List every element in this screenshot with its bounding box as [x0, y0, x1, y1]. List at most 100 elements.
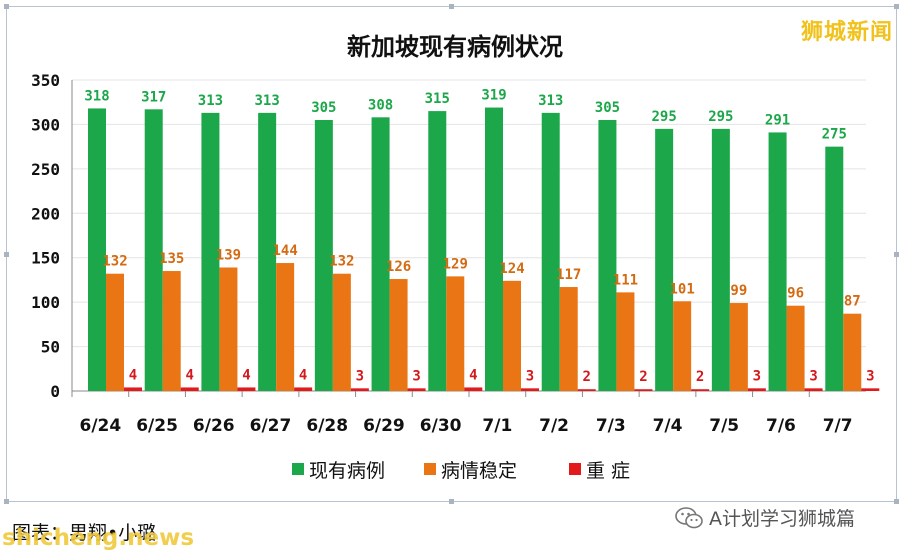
bar-stable [162, 271, 181, 391]
bar-critical [294, 387, 313, 391]
bar-stable [673, 301, 692, 391]
bar-active [768, 132, 787, 391]
data-label-stable: 101 [669, 281, 694, 297]
data-label-active: 313 [198, 93, 223, 109]
data-label-stable: 111 [613, 272, 638, 288]
data-label-stable: 132 [102, 254, 127, 270]
data-label-active: 308 [368, 97, 393, 113]
y-tick-label: 250 [31, 160, 60, 179]
watermark-logo: 狮城新闻 [800, 20, 893, 45]
resize-handle[interactable] [894, 252, 899, 257]
data-label-stable: 99 [730, 283, 747, 299]
data-label-critical: 4 [185, 367, 193, 383]
data-label-active: 291 [765, 112, 790, 128]
data-label-critical: 3 [356, 368, 364, 384]
y-tick-label: 0 [50, 382, 60, 401]
resize-handle[interactable] [449, 4, 454, 9]
x-tick-label: 7/5 [709, 416, 739, 436]
bar-active [201, 112, 220, 392]
data-label-active: 275 [822, 127, 847, 143]
data-label-active: 315 [425, 91, 450, 107]
resize-handle[interactable] [4, 499, 9, 504]
data-label-stable: 124 [499, 261, 524, 277]
bar-active [655, 128, 674, 391]
bar-critical [804, 388, 823, 391]
resize-handle[interactable] [894, 4, 899, 9]
data-label-stable: 135 [159, 251, 184, 267]
data-label-active: 305 [595, 100, 620, 116]
data-label-stable: 129 [443, 256, 468, 272]
bar-critical [861, 388, 880, 391]
data-label-stable: 132 [329, 254, 354, 270]
resize-handle[interactable] [4, 4, 9, 9]
bar-stable [729, 303, 748, 391]
figure-caption: 图表：男翔•小璐 [12, 522, 157, 544]
bar-stable [219, 267, 238, 391]
bar-critical [577, 389, 596, 391]
legend-swatch-critical [569, 463, 581, 475]
data-label-critical: 2 [696, 369, 704, 385]
bar-critical [180, 387, 199, 391]
bar-active [144, 109, 163, 391]
y-tick-label: 300 [31, 115, 60, 134]
data-label-active: 295 [651, 109, 676, 125]
x-tick-label: 7/1 [482, 416, 512, 436]
resize-handle[interactable] [4, 252, 9, 257]
data-label-active: 318 [84, 88, 109, 104]
bar-critical [634, 389, 653, 391]
bar-stable [106, 273, 124, 391]
y-tick-label: 200 [31, 204, 60, 223]
y-tick-label: 50 [41, 338, 60, 357]
bar-critical [407, 388, 426, 391]
wechat-icon [675, 506, 703, 528]
bar-critical [350, 388, 369, 391]
legend-label-active: 现有病例 [309, 460, 385, 482]
site-watermark: shicheng.news [2, 525, 195, 551]
data-label-critical: 3 [809, 368, 817, 384]
bar-active [88, 108, 106, 391]
data-label-active: 305 [311, 100, 336, 116]
data-label-active: 317 [141, 89, 166, 105]
bar-active [371, 117, 390, 391]
chart-title: 新加坡现有病例状况 [347, 33, 563, 61]
bar-critical [124, 387, 142, 391]
data-label-critical: 4 [299, 367, 307, 383]
bar-active [314, 119, 333, 391]
resize-handle[interactable] [894, 499, 899, 504]
data-label-active: 319 [481, 88, 506, 104]
x-tick-label: 6/26 [193, 416, 235, 436]
bar-stable [276, 263, 295, 391]
data-label-stable: 139 [216, 247, 241, 263]
data-label-critical: 4 [129, 367, 137, 383]
x-tick-label: 7/2 [539, 416, 569, 436]
x-tick-label: 6/30 [420, 416, 462, 436]
data-label-critical: 3 [866, 368, 874, 384]
data-label-stable: 117 [556, 267, 581, 283]
bar-stable [503, 280, 521, 391]
data-label-critical: 3 [412, 368, 420, 384]
x-tick-label: 6/25 [136, 416, 178, 436]
x-tick-label: 6/27 [250, 416, 292, 436]
x-tick-label: 7/6 [766, 416, 796, 436]
source-account-name: A计划学习狮城篇 [709, 508, 855, 530]
bar-active [598, 119, 617, 391]
y-tick-label: 350 [31, 71, 60, 90]
bar-critical [691, 389, 710, 391]
data-label-critical: 3 [753, 368, 761, 384]
x-tick-label: 6/24 [80, 416, 122, 436]
data-label-active: 313 [538, 93, 563, 109]
source-account: A计划学习狮城篇 [675, 504, 855, 531]
x-tick-label: 6/29 [363, 416, 405, 436]
y-tick-label: 150 [31, 249, 60, 268]
data-label-critical: 2 [639, 369, 647, 385]
bar-stable [843, 313, 862, 391]
x-tick-label: 7/7 [823, 416, 853, 436]
data-label-critical: 4 [242, 367, 250, 383]
x-tick-label: 7/3 [596, 416, 626, 436]
data-label-stable: 126 [386, 259, 411, 275]
bar-stable [446, 276, 465, 391]
data-label-active: 313 [254, 93, 279, 109]
resize-handle[interactable] [449, 499, 454, 504]
legend-label-stable: 病情稳定 [441, 460, 517, 482]
